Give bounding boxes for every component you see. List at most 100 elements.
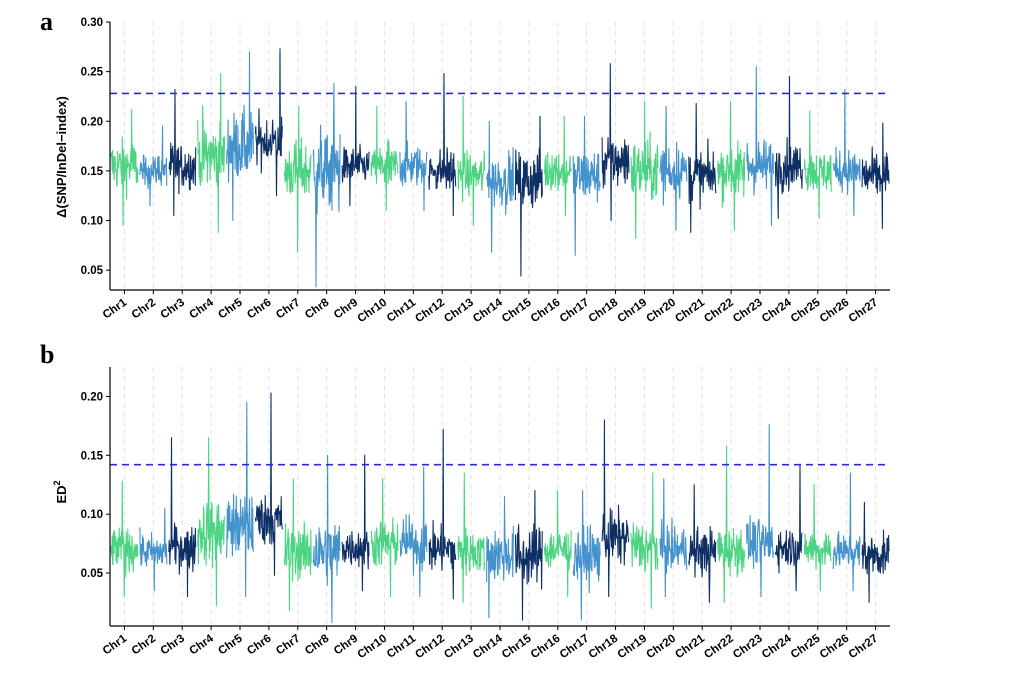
series-trace-chr13 [457, 472, 486, 604]
x-tick-label-chr6: Chr6 [245, 633, 273, 658]
x-tick-label-chr1: Chr1 [101, 296, 130, 321]
series-trace-chr3 [168, 88, 197, 217]
series-trace-chr5 [226, 51, 254, 222]
panel-a: a Δ(SNP/InDel−index) 0.05 0.10 0.15 0.20 0.2… [40, 7, 890, 325]
x-tick-label-chr5: Chr5 [216, 632, 245, 657]
series-trace-chr20 [659, 478, 688, 598]
x-tick-label-chr10: Chr10 [356, 297, 390, 326]
x-tick-label-chr27: Chr27 [847, 297, 881, 326]
x-tick-label-chr16: Chr16 [529, 633, 563, 662]
panel-b-ylabel: ED2 [52, 480, 69, 503]
series-trace-chr12 [428, 428, 457, 600]
y-tick-label: 0.10 [81, 216, 103, 228]
series-trace-chr17 [572, 490, 601, 621]
x-tick-label-chr5: Chr5 [216, 296, 245, 321]
series-trace-chr6 [254, 48, 283, 197]
x-tick-label-chr18: Chr18 [587, 632, 621, 661]
series-trace-chr16 [543, 115, 572, 217]
x-tick-label-chr7: Chr7 [274, 633, 302, 658]
panel-b-data [110, 392, 890, 624]
x-tick-label-chr3: Chr3 [159, 633, 187, 658]
x-tick-label-chr16: Chr16 [529, 297, 563, 326]
x-tick-label-chr1: Chr1 [101, 632, 130, 657]
panel-b-ylabel-main: ED [54, 485, 69, 503]
x-tick-label-chr19: Chr19 [616, 297, 650, 326]
x-tick-label-chr9: Chr9 [332, 297, 360, 322]
x-tick-label-chr11: Chr11 [385, 296, 419, 325]
x-tick-label-chr23: Chr23 [731, 297, 765, 326]
series-trace-chr14 [486, 495, 514, 619]
panel-a-data [110, 48, 890, 288]
series-trace-chr21 [688, 484, 717, 604]
x-tick-label-chr19: Chr19 [616, 633, 650, 662]
x-tick-label-chr10: Chr10 [356, 633, 390, 662]
x-tick-label-chr2: Chr2 [130, 633, 158, 658]
x-tick-label-chr12: Chr12 [413, 297, 447, 326]
panel-a-ylabel: Δ(SNP/InDel−index) [54, 96, 69, 218]
series-trace-chr15 [514, 115, 543, 277]
series-trace-chr27 [861, 501, 890, 604]
y-tick-label: 0.20 [81, 391, 103, 403]
series-trace-chr25 [803, 110, 832, 220]
series-trace-chr27 [861, 122, 890, 230]
panel-b-ylabel-superscript: 2 [52, 480, 62, 485]
series-trace-chr9 [341, 454, 370, 592]
series-trace-chr18 [601, 419, 630, 598]
panel-a-yticks: 0.05 0.10 0.15 0.20 0.25 0.30 [81, 17, 110, 277]
series-trace-chr7 [283, 478, 312, 612]
x-tick-label-chr14: Chr14 [471, 296, 505, 325]
x-tick-label-chr23: Chr23 [731, 633, 765, 662]
y-tick-label: 0.30 [81, 17, 103, 29]
x-tick-label-chr22: Chr22 [702, 633, 736, 662]
x-tick-label-chr21: Chr21 [673, 296, 707, 325]
series-trace-chr6 [254, 392, 283, 576]
x-tick-label-chr25: Chr25 [789, 632, 823, 661]
series-trace-chr17 [572, 115, 601, 256]
x-tick-label-chr8: Chr8 [303, 296, 332, 321]
x-tick-label-chr14: Chr14 [471, 632, 505, 661]
x-tick-label-chr2: Chr2 [130, 297, 158, 322]
panel-b-grid [123, 367, 877, 626]
series-trace-chr26 [832, 472, 861, 592]
y-tick-label: 0.15 [81, 450, 104, 462]
x-tick-label-chr24: Chr24 [760, 296, 794, 325]
x-tick-label-chr13: Chr13 [442, 633, 476, 662]
x-tick-label-chr8: Chr8 [303, 632, 332, 657]
series-trace-chr12 [428, 73, 457, 217]
y-tick-label: 0.10 [81, 509, 103, 521]
x-tick-label-chr11: Chr11 [385, 632, 419, 661]
series-trace-chr3 [168, 437, 197, 598]
series-trace-chr16 [543, 490, 572, 598]
series-trace-chr22 [717, 445, 746, 604]
series-trace-chr21 [688, 102, 717, 233]
series-trace-chr10 [370, 105, 399, 212]
x-tick-label-chr4: Chr4 [187, 632, 216, 657]
series-trace-chr4 [197, 73, 226, 233]
x-tick-label-chr25: Chr25 [789, 296, 823, 325]
y-tick-label: 0.25 [81, 67, 104, 79]
series-trace-chr22 [717, 100, 746, 231]
series-trace-chr25 [803, 484, 832, 592]
series-trace-chr1 [110, 108, 139, 227]
panel-b: b ED2 0.050.100.150.20 Chr1 Chr2 Chr3 Chr4 C… [40, 340, 890, 661]
series-trace-chr24 [774, 464, 803, 592]
x-tick-label-chr20: Chr20 [644, 297, 678, 326]
series-trace-chr15 [514, 490, 543, 621]
series-trace-chr19 [630, 472, 659, 609]
x-tick-label-chr26: Chr26 [818, 633, 852, 662]
panel-b-letter: b [40, 340, 54, 369]
series-trace-chr11 [399, 100, 428, 212]
x-tick-label-chr3: Chr3 [159, 297, 187, 322]
y-tick-label: 0.05 [81, 265, 104, 277]
x-tick-label-chr17: Chr17 [558, 297, 592, 326]
panel-b-yticks: 0.05 0.10 0.15 0.20 [81, 391, 110, 580]
series-trace-chr10 [370, 478, 399, 598]
panel-a-xticks: Chr1 Chr2 Chr3 Chr4 Chr5 Chr6 Chr7 Chr8 Chr9Chr1… [101, 290, 880, 325]
series-trace-chr20 [659, 105, 688, 231]
series-trace-chr5 [226, 401, 254, 598]
series-trace-chr2 [139, 507, 168, 592]
x-tick-label-chr27: Chr27 [847, 633, 881, 662]
x-tick-label-chr15: Chr15 [500, 632, 534, 661]
series-trace-chr8 [312, 82, 341, 288]
